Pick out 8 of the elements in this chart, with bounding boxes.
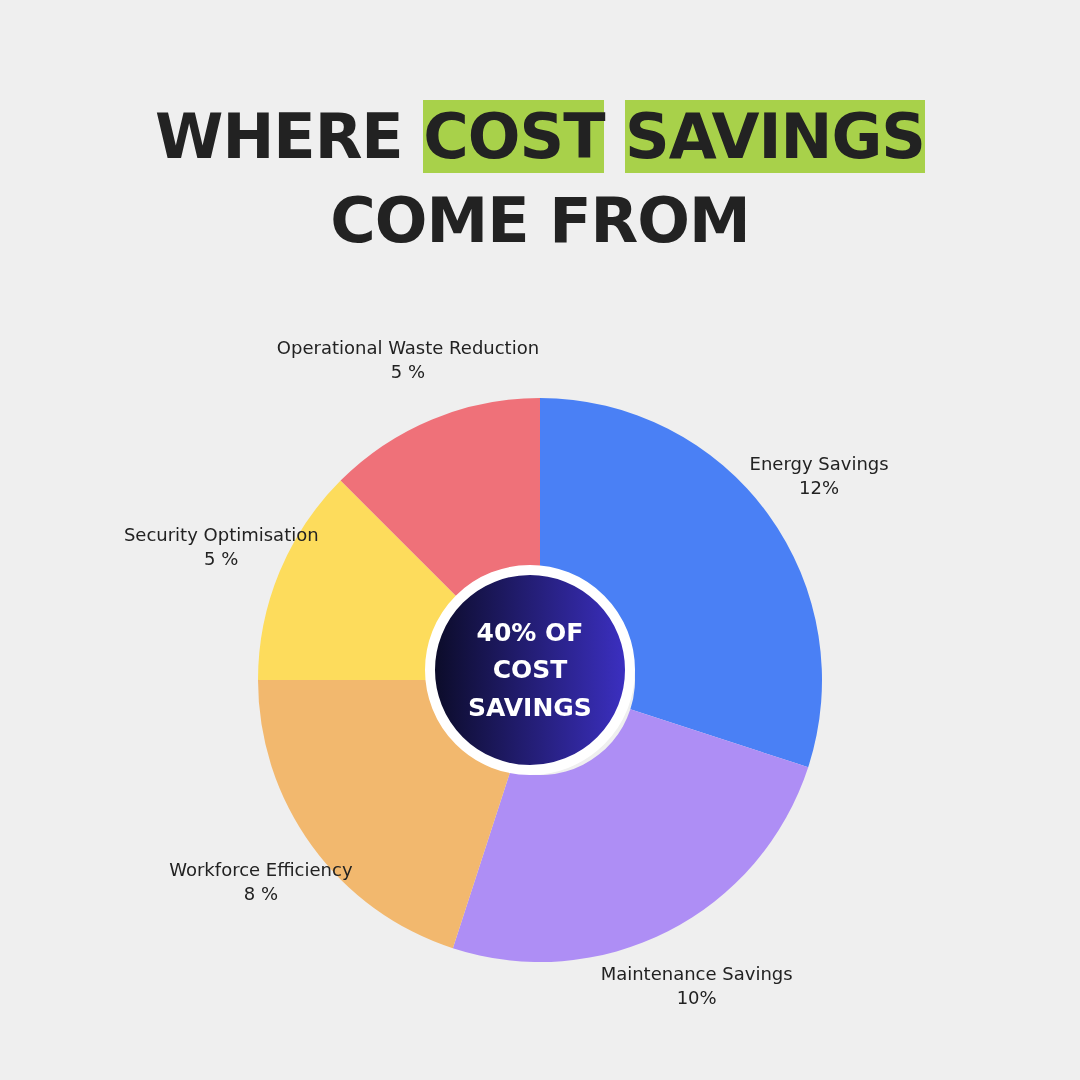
- data-label: 10%: [676, 987, 717, 1009]
- data-label: 8 %: [243, 882, 279, 904]
- data-label: 12%: [799, 477, 840, 499]
- data-label: 5 %: [204, 547, 239, 569]
- data-label: 5 %: [390, 361, 426, 383]
- slice-label: Operational Waste Reduction: [276, 337, 540, 359]
- slice-label: Maintenance Savings: [600, 963, 793, 985]
- slice-label: Energy Savings: [749, 453, 889, 475]
